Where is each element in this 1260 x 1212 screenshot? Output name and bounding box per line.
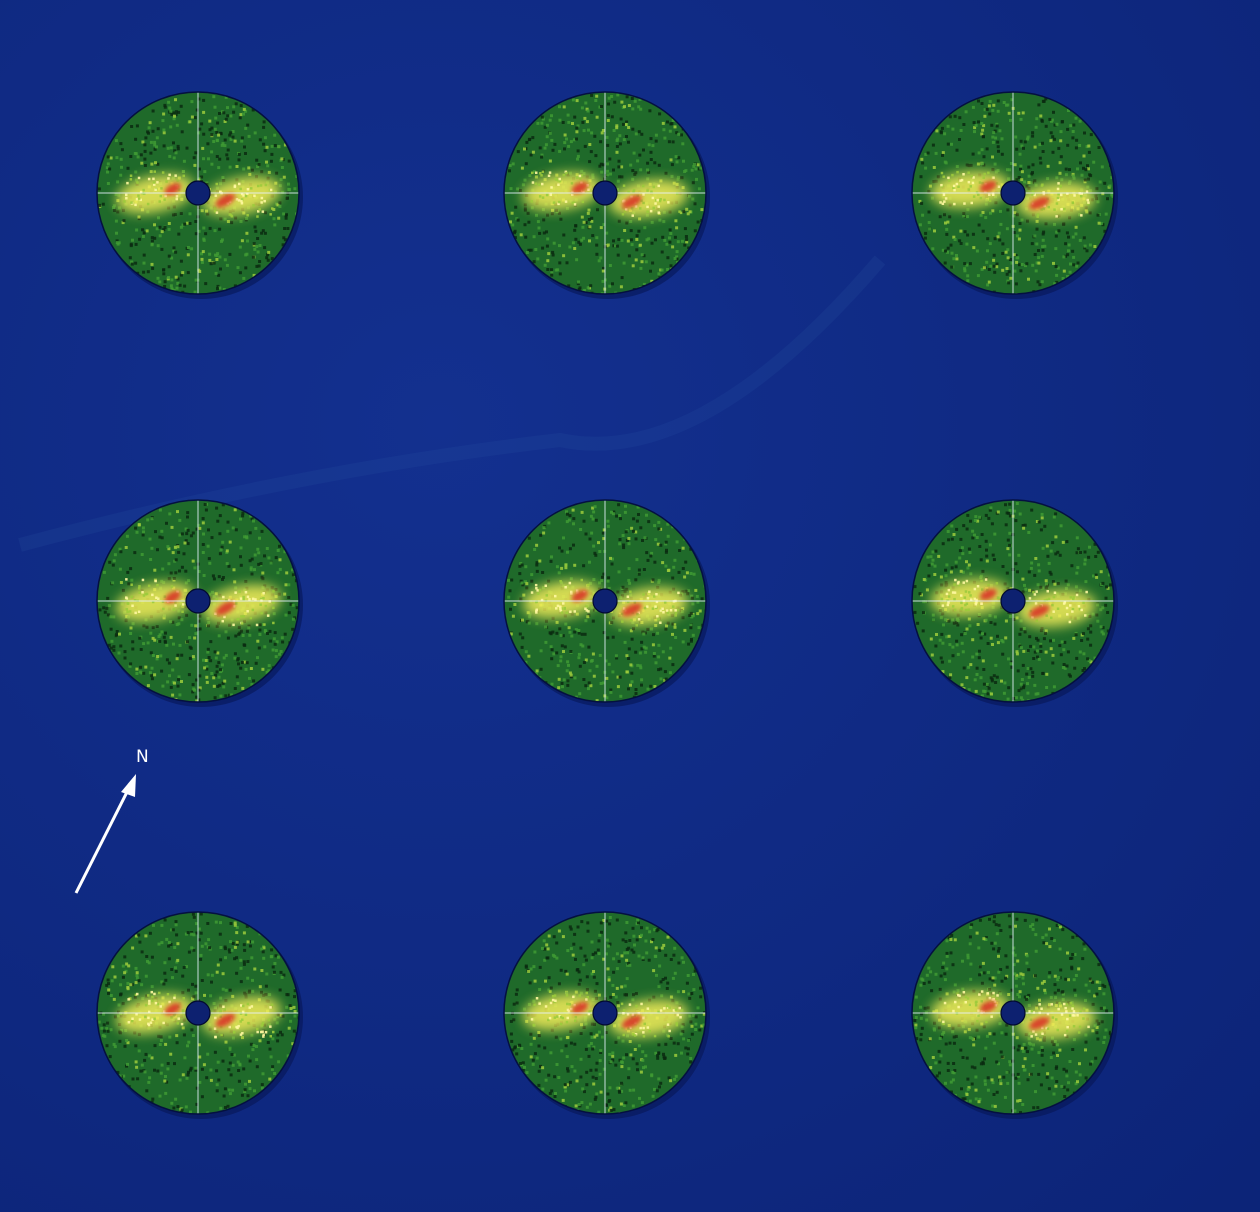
speckle-disk <box>96 91 303 299</box>
central-hole <box>1000 180 1026 206</box>
speckle-disk <box>911 499 1118 707</box>
speckle-disk <box>911 911 1118 1119</box>
speckle-disk <box>96 499 303 707</box>
central-hole <box>185 1000 211 1026</box>
central-hole <box>592 588 618 614</box>
speckle-disk <box>503 911 710 1119</box>
speckle-disk <box>96 911 303 1119</box>
central-hole <box>185 180 211 206</box>
central-hole <box>1000 1000 1026 1026</box>
north-arrow-icon <box>74 774 136 894</box>
central-hole <box>592 180 618 206</box>
speckle-disk <box>503 91 710 299</box>
speckle-disk <box>911 91 1118 299</box>
central-hole <box>592 1000 618 1026</box>
disk-layer <box>96 91 1118 1119</box>
speckle-disk <box>503 499 710 707</box>
north-label: N <box>136 747 149 767</box>
central-hole <box>1000 588 1026 614</box>
central-hole <box>185 588 211 614</box>
